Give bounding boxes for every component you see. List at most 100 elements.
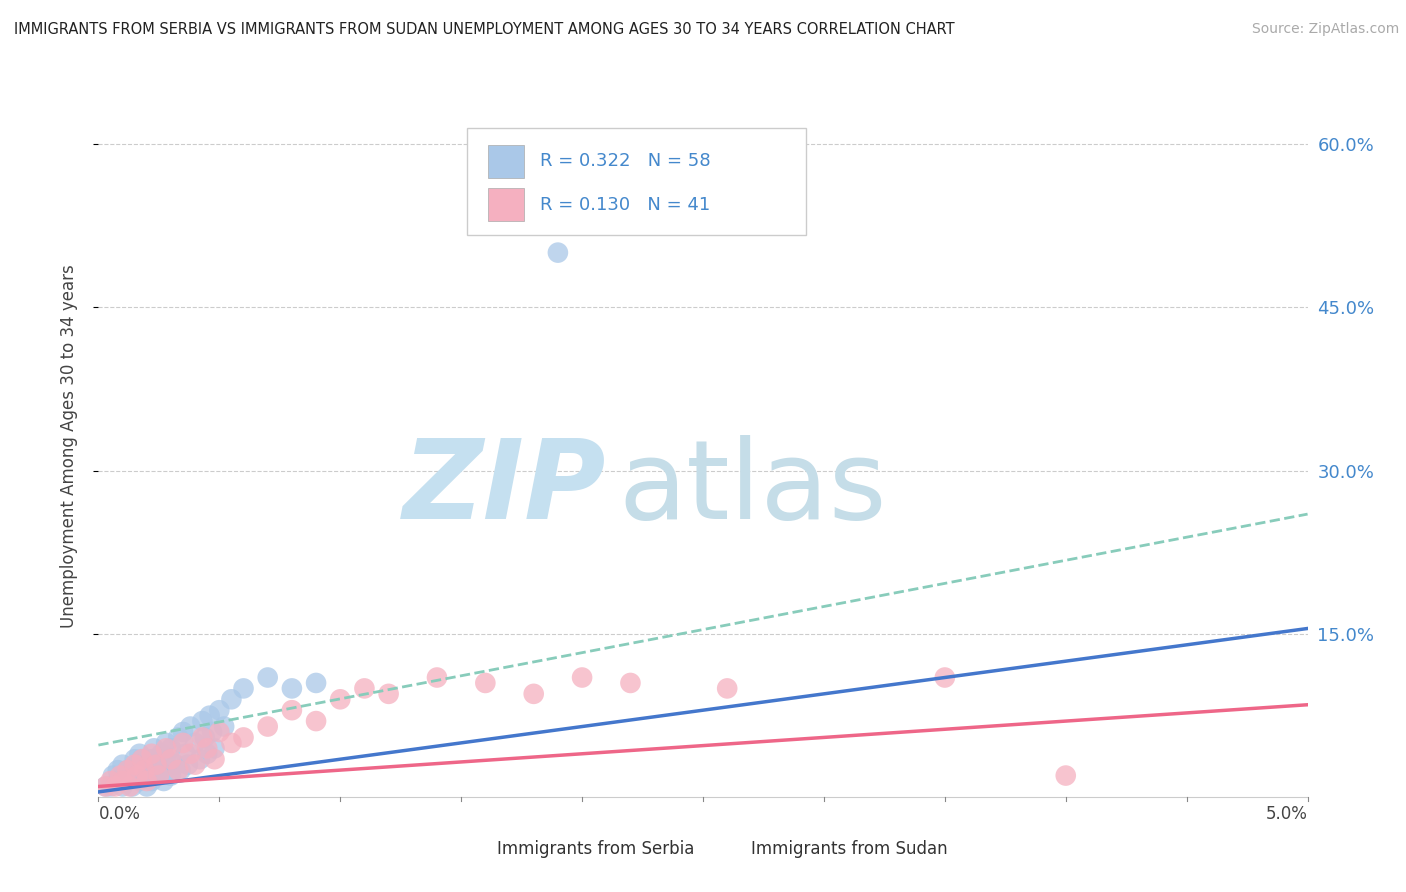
- Point: [111, 757, 134, 772]
- Text: ZIP: ZIP: [402, 435, 606, 542]
- Point: [221, 692, 243, 706]
- Point: [191, 714, 214, 728]
- Point: [281, 681, 304, 696]
- Point: [152, 774, 174, 789]
- Point: [104, 780, 127, 794]
- Point: [184, 736, 207, 750]
- Point: [232, 731, 254, 745]
- Point: [128, 747, 150, 761]
- Point: [124, 757, 146, 772]
- Point: [128, 774, 150, 789]
- Point: [169, 763, 191, 777]
- Point: [131, 763, 153, 777]
- Point: [135, 780, 157, 794]
- Point: [145, 757, 167, 772]
- Point: [118, 768, 141, 782]
- Point: [174, 747, 197, 761]
- Point: [134, 768, 156, 782]
- Point: [232, 681, 254, 696]
- Point: [179, 720, 201, 734]
- Point: [124, 763, 146, 777]
- Point: [143, 741, 166, 756]
- Point: [208, 703, 231, 717]
- Text: Source: ZipAtlas.com: Source: ZipAtlas.com: [1251, 22, 1399, 37]
- Point: [150, 747, 173, 761]
- Text: R = 0.130   N = 41: R = 0.130 N = 41: [540, 196, 710, 214]
- Text: IMMIGRANTS FROM SERBIA VS IMMIGRANTS FROM SUDAN UNEMPLOYMENT AMONG AGES 30 TO 34: IMMIGRANTS FROM SERBIA VS IMMIGRANTS FRO…: [14, 22, 955, 37]
- Point: [124, 752, 146, 766]
- Point: [1054, 768, 1077, 782]
- Point: [121, 780, 143, 794]
- Point: [117, 763, 139, 777]
- Point: [204, 752, 226, 766]
- Text: atlas: atlas: [619, 435, 887, 542]
- Point: [108, 768, 131, 782]
- Point: [135, 757, 157, 772]
- Point: [160, 741, 183, 756]
- Point: [281, 703, 304, 717]
- Point: [101, 768, 124, 782]
- Point: [135, 774, 157, 789]
- Point: [155, 741, 177, 756]
- Text: Immigrants from Sudan: Immigrants from Sudan: [751, 840, 948, 858]
- Point: [201, 725, 224, 739]
- Point: [107, 763, 129, 777]
- Point: [305, 676, 328, 690]
- Point: [160, 768, 183, 782]
- Point: [143, 768, 166, 782]
- Text: 0.0%: 0.0%: [98, 805, 141, 823]
- Point: [167, 731, 190, 745]
- Point: [256, 720, 278, 734]
- Point: [426, 671, 449, 685]
- Point: [145, 757, 167, 772]
- Point: [208, 725, 231, 739]
- Point: [111, 774, 134, 789]
- Point: [127, 757, 149, 772]
- Point: [94, 780, 117, 794]
- Point: [523, 687, 546, 701]
- Point: [177, 757, 200, 772]
- Point: [127, 768, 149, 782]
- Point: [100, 780, 122, 794]
- Point: [131, 752, 153, 766]
- Point: [571, 671, 593, 685]
- Point: [353, 681, 375, 696]
- Point: [195, 747, 218, 761]
- Point: [221, 736, 243, 750]
- Point: [934, 671, 956, 685]
- Point: [118, 780, 141, 794]
- Point: [194, 731, 217, 745]
- Point: [148, 768, 170, 782]
- Point: [188, 752, 211, 766]
- Point: [141, 774, 163, 789]
- Point: [191, 731, 214, 745]
- Point: [117, 763, 139, 777]
- Point: [172, 736, 194, 750]
- Point: [172, 725, 194, 739]
- Point: [138, 763, 160, 777]
- Point: [141, 747, 163, 761]
- Point: [256, 671, 278, 685]
- Point: [184, 757, 207, 772]
- Point: [212, 720, 235, 734]
- Point: [100, 774, 122, 789]
- FancyBboxPatch shape: [488, 187, 524, 221]
- Point: [127, 768, 149, 782]
- Point: [165, 757, 187, 772]
- Point: [155, 752, 177, 766]
- FancyBboxPatch shape: [456, 837, 485, 862]
- Point: [377, 687, 399, 701]
- Point: [329, 692, 352, 706]
- Point: [94, 780, 117, 794]
- FancyBboxPatch shape: [467, 128, 806, 235]
- Point: [619, 676, 641, 690]
- Point: [474, 676, 496, 690]
- Text: Immigrants from Serbia: Immigrants from Serbia: [498, 840, 695, 858]
- Point: [204, 741, 226, 756]
- Point: [141, 752, 163, 766]
- Point: [111, 780, 134, 794]
- Point: [107, 774, 129, 789]
- Point: [155, 736, 177, 750]
- Y-axis label: Unemployment Among Ages 30 to 34 years: Unemployment Among Ages 30 to 34 years: [59, 264, 77, 628]
- Point: [160, 752, 183, 766]
